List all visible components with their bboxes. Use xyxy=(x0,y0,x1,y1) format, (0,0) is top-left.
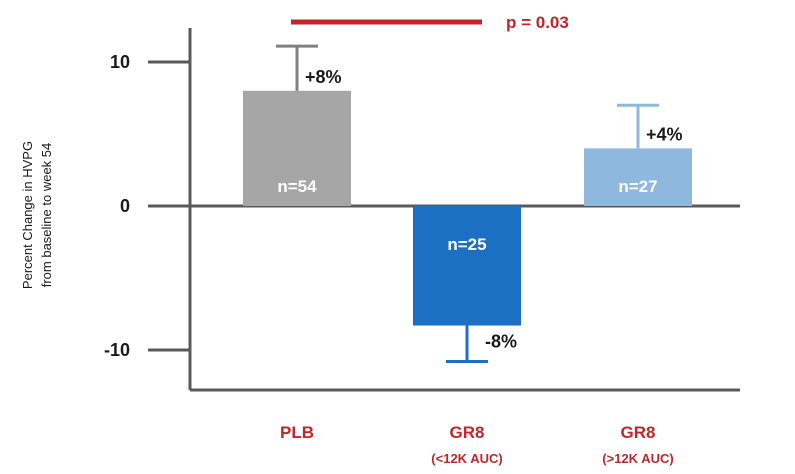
significance-annotation: p = 0.03 xyxy=(291,13,569,32)
significance-label: p = 0.03 xyxy=(506,13,569,32)
value-label: +8% xyxy=(305,67,342,87)
n-label: n=27 xyxy=(618,177,657,196)
category-label: PLB xyxy=(280,423,314,442)
category-sublabel: (<12K AUC) xyxy=(431,451,502,466)
error-bars xyxy=(276,44,659,364)
category-sublabel: (>12K AUC) xyxy=(602,451,673,466)
y-axis-title-line: Percent Change in HVPG xyxy=(20,141,35,289)
y-axis-title-line: from baseline to week 54 xyxy=(39,143,54,288)
y-axis-title: Percent Change in HVPG from baseline to w… xyxy=(20,141,54,289)
value-label: +4% xyxy=(646,124,683,144)
y-tick-label: 0 xyxy=(120,196,130,216)
bar xyxy=(243,90,351,206)
bar xyxy=(584,148,692,206)
value-label: -8% xyxy=(485,332,517,352)
category-label: GR8 xyxy=(621,423,656,442)
y-tick-label: 10 xyxy=(110,52,130,72)
data-labels: +8% n=54 -8% n=25 +4% n=27 xyxy=(277,67,682,352)
y-tick-label: -10 xyxy=(104,340,130,360)
bars xyxy=(243,90,692,326)
n-label: n=25 xyxy=(447,235,486,254)
category-labels: PLB GR8 (<12K AUC) GR8 (>12K AUC) xyxy=(280,423,674,466)
bar xyxy=(413,206,521,326)
category-label: GR8 xyxy=(450,423,485,442)
n-label: n=54 xyxy=(277,177,317,196)
